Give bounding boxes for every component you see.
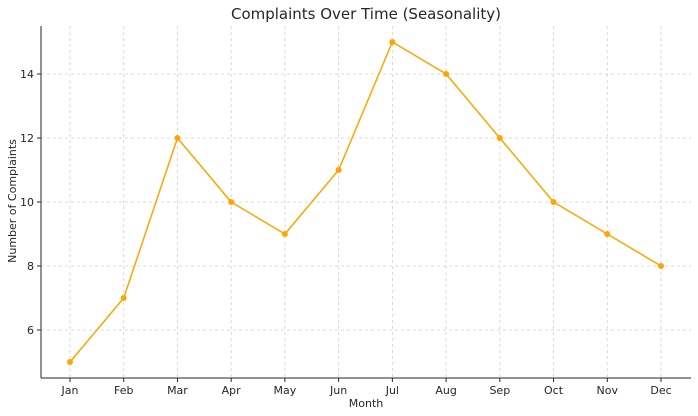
grid [41, 26, 691, 378]
chart-title: Complaints Over Time (Seasonality) [231, 5, 501, 23]
x-tick-label: Nov [597, 384, 619, 397]
x-tick-label: Mar [167, 384, 188, 397]
data-point [658, 263, 664, 269]
x-tick-label: Sep [489, 384, 510, 397]
y-tick-label: 14 [20, 68, 34, 81]
y-axis-label: Number of Complaints [6, 139, 19, 263]
x-tick-label: Aug [435, 384, 456, 397]
x-tick-label: Oct [544, 384, 564, 397]
x-axis-label: Month [349, 397, 384, 410]
data-point [550, 199, 557, 205]
axes: Jan Feb Mar Apr May Jun Jul Aug Sep Oct Nov Dec 6 8 10… [20, 26, 691, 397]
data-point [67, 359, 73, 365]
data-point [335, 167, 342, 173]
series-layer [67, 39, 664, 365]
x-tick-label: Jun [329, 384, 347, 397]
x-tick-label: Jul [385, 384, 399, 397]
x-tick-label: Jan [61, 384, 79, 397]
data-point [120, 295, 127, 301]
data-point [389, 39, 396, 45]
data-point [281, 231, 288, 237]
x-tick-label: May [274, 384, 297, 397]
data-point [228, 199, 235, 205]
data-point [604, 231, 611, 237]
data-point [443, 71, 450, 77]
data-point [496, 135, 503, 141]
y-tick-label: 8 [27, 260, 34, 273]
y-tick-label: 12 [20, 132, 34, 145]
x-tick-label: Apr [222, 384, 242, 397]
y-tick-label: 10 [20, 196, 34, 209]
x-tick-label: Dec [650, 384, 671, 397]
y-tick-label: 6 [27, 324, 34, 337]
x-tick-label: Feb [114, 384, 133, 397]
data-point [174, 135, 181, 141]
series-line [69, 40, 662, 363]
